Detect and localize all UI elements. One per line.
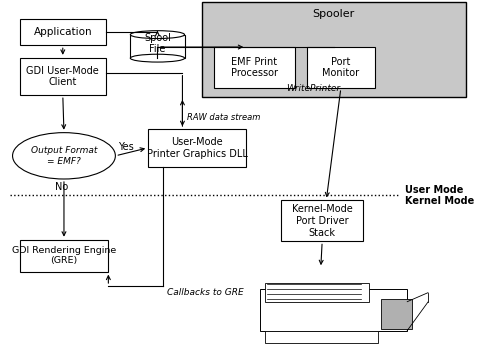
Text: Kernel Mode: Kernel Mode	[405, 197, 474, 207]
Text: Spooler: Spooler	[313, 9, 355, 19]
FancyBboxPatch shape	[130, 35, 184, 58]
Text: User Mode: User Mode	[405, 185, 464, 195]
Text: Spool
File: Spool File	[144, 33, 171, 54]
Text: User-Mode
Printer Graphics DLL: User-Mode Printer Graphics DLL	[147, 137, 247, 159]
FancyBboxPatch shape	[214, 47, 295, 88]
Text: Kernel-Mode
Port Driver
Stack: Kernel-Mode Port Driver Stack	[292, 204, 352, 237]
Text: Application: Application	[34, 27, 92, 37]
FancyBboxPatch shape	[281, 200, 363, 241]
Ellipse shape	[13, 133, 115, 179]
Text: GDI Rendering Engine
(GRE): GDI Rendering Engine (GRE)	[12, 246, 116, 265]
Ellipse shape	[130, 31, 184, 39]
FancyBboxPatch shape	[260, 289, 407, 330]
FancyBboxPatch shape	[20, 58, 106, 95]
Text: Yes: Yes	[118, 141, 133, 151]
Text: Callbacks to GRE: Callbacks to GRE	[167, 288, 244, 297]
FancyBboxPatch shape	[265, 283, 369, 302]
Text: No: No	[55, 182, 68, 192]
FancyBboxPatch shape	[202, 3, 466, 97]
FancyBboxPatch shape	[20, 19, 106, 45]
FancyBboxPatch shape	[20, 240, 108, 272]
FancyBboxPatch shape	[148, 129, 246, 166]
Ellipse shape	[130, 54, 184, 62]
Text: GDI User-Mode
Client: GDI User-Mode Client	[26, 66, 99, 87]
FancyBboxPatch shape	[265, 330, 378, 343]
Text: RAW data stream: RAW data stream	[187, 113, 261, 122]
Text: WritePrinter: WritePrinter	[285, 84, 340, 93]
Text: EMF Print
Processor: EMF Print Processor	[231, 57, 278, 78]
FancyBboxPatch shape	[381, 299, 412, 329]
Text: Output Format
= EMF?: Output Format = EMF?	[31, 146, 97, 165]
FancyBboxPatch shape	[307, 47, 375, 88]
Text: Port
Monitor: Port Monitor	[322, 57, 360, 78]
